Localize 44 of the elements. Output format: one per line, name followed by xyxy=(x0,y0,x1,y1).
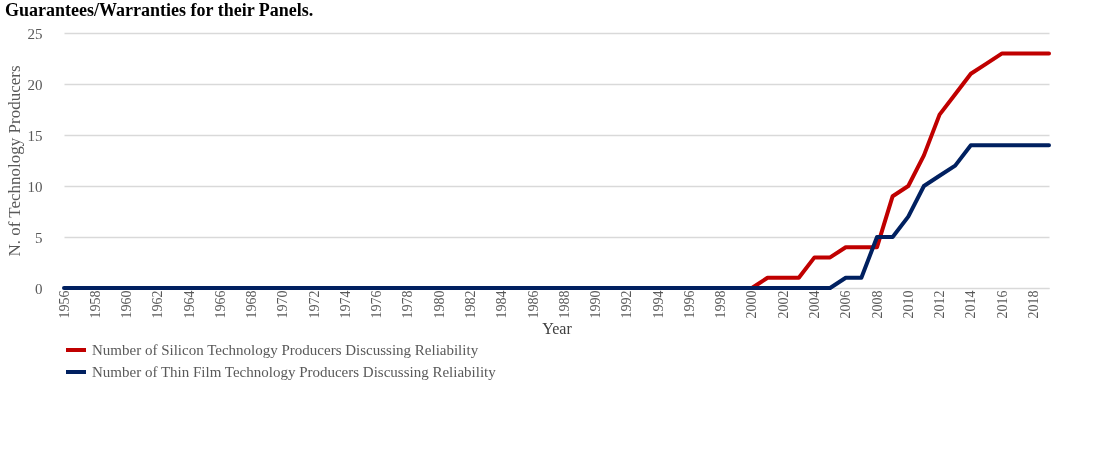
chart-title: Guarantees/Warranties for their Panels. xyxy=(5,0,314,20)
x-tick-label: 1994 xyxy=(650,290,666,319)
y-tick-label: 15 xyxy=(27,127,43,144)
x-tick-label: 1968 xyxy=(244,290,260,319)
legend-label: Number of Silicon Technology Producers Discussing Reliability xyxy=(92,342,479,358)
x-tick-label: 2018 xyxy=(1025,290,1041,319)
x-tick-label: 1982 xyxy=(463,290,479,319)
x-tick-label: 2002 xyxy=(775,290,791,319)
x-tick-label: 2008 xyxy=(869,290,885,319)
x-tick-label: 2012 xyxy=(932,290,948,319)
x-tick-label: 1964 xyxy=(181,290,197,319)
x-tick-label: 1972 xyxy=(306,290,322,319)
x-tick-label: 1996 xyxy=(681,290,697,319)
x-tick-label: 1962 xyxy=(150,290,166,319)
legend-label: Number of Thin Film Technology Producers Discussing Reliability xyxy=(92,364,497,380)
y-tick-label: 20 xyxy=(27,76,43,93)
y-tick-label: 10 xyxy=(27,178,43,195)
x-tick-label: 1990 xyxy=(588,290,604,319)
x-tick-label: 1978 xyxy=(400,290,416,319)
x-tick-label: 2016 xyxy=(994,290,1010,319)
x-tick-label: 1988 xyxy=(556,290,572,319)
x-tick-label: 1970 xyxy=(275,290,291,319)
x-tick-label: 2010 xyxy=(900,290,916,319)
x-tick-label: 1956 xyxy=(56,290,72,319)
x-tick-label: 1998 xyxy=(713,290,729,319)
y-axis-title: N. of Technology Producers xyxy=(4,65,24,257)
x-tick-label: 1984 xyxy=(494,290,510,319)
x-tick-label: 1980 xyxy=(431,290,447,319)
x-tick-label: 1986 xyxy=(525,290,541,319)
y-tick-label: 0 xyxy=(35,280,43,297)
y-tick-label: 5 xyxy=(35,229,43,246)
x-tick-label: 1976 xyxy=(369,290,385,319)
x-tick-label: 2000 xyxy=(744,290,760,319)
y-tick-label: 25 xyxy=(27,25,43,42)
x-tick-label: 2004 xyxy=(806,290,822,319)
x-tick-label: 1974 xyxy=(337,290,353,319)
x-tick-label: 1958 xyxy=(87,290,103,319)
line-series xyxy=(62,143,1051,290)
x-tick-label: 2014 xyxy=(963,290,979,319)
x-tick-label: 1966 xyxy=(212,290,228,319)
x-tick-label: 2006 xyxy=(838,290,854,319)
x-tick-label: 1992 xyxy=(619,290,635,319)
x-tick-label: 1960 xyxy=(119,290,135,319)
x-axis-title: Year xyxy=(542,319,573,337)
